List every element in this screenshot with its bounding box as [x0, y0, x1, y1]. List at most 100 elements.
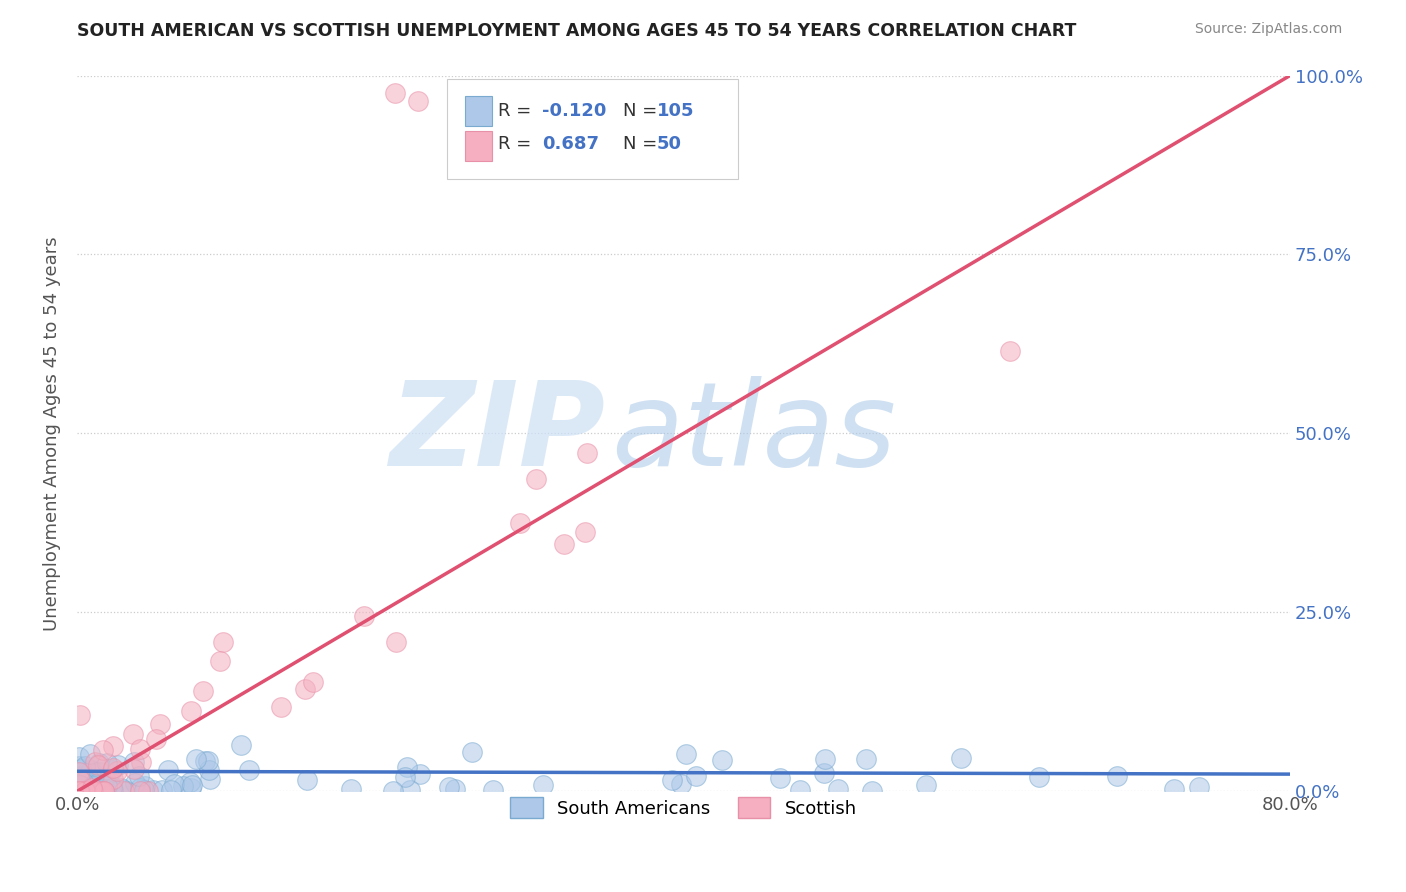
Point — [172, 780, 194, 794]
Point — [79, 783, 101, 797]
Point — [159, 782, 181, 797]
Point — [67, 758, 90, 772]
Point — [79, 776, 101, 790]
Point — [122, 762, 145, 776]
Point — [148, 716, 170, 731]
Point — [197, 754, 219, 768]
Point — [67, 783, 90, 797]
Point — [193, 684, 215, 698]
Point — [67, 783, 90, 797]
Point — [1163, 781, 1185, 796]
Point — [179, 775, 201, 789]
Point — [82, 783, 104, 797]
Point — [69, 772, 91, 787]
Point — [574, 525, 596, 540]
Point — [79, 747, 101, 762]
Point — [84, 755, 107, 769]
Point — [96, 756, 118, 770]
Point — [93, 777, 115, 791]
Point — [112, 782, 135, 797]
Point — [789, 782, 811, 797]
Point — [107, 764, 129, 778]
Point — [509, 516, 531, 530]
Point — [73, 780, 96, 794]
Point — [107, 757, 129, 772]
Point — [409, 767, 432, 781]
Point — [129, 755, 152, 769]
Point — [186, 751, 208, 765]
Point — [80, 777, 103, 791]
Point — [67, 750, 90, 764]
Point — [124, 775, 146, 789]
Point — [180, 704, 202, 718]
Point — [69, 783, 91, 797]
Point — [94, 781, 117, 796]
Point — [575, 446, 598, 460]
Point — [75, 759, 97, 773]
Point — [340, 781, 363, 796]
Text: Source: ZipAtlas.com: Source: ZipAtlas.com — [1195, 22, 1343, 37]
Point — [180, 781, 202, 796]
Point — [136, 783, 159, 797]
Point — [132, 782, 155, 797]
Point — [685, 769, 707, 783]
Point — [67, 765, 90, 780]
Point — [73, 783, 96, 797]
Point — [91, 743, 114, 757]
Legend: South Americans, Scottish: South Americans, Scottish — [503, 790, 863, 825]
Point — [93, 783, 115, 797]
Point — [101, 772, 124, 787]
Point — [998, 344, 1021, 359]
Point — [1105, 769, 1128, 783]
Point — [83, 773, 105, 788]
Point — [198, 763, 221, 777]
Point — [96, 779, 118, 793]
Point — [238, 763, 260, 777]
Y-axis label: Unemployment Among Ages 45 to 54 years: Unemployment Among Ages 45 to 54 years — [44, 236, 60, 631]
Point — [860, 783, 883, 797]
Point — [231, 739, 253, 753]
Point — [87, 783, 110, 797]
Point — [396, 760, 419, 774]
Point — [553, 537, 575, 551]
Point — [482, 783, 505, 797]
Point — [437, 780, 460, 794]
Point — [294, 681, 316, 696]
Point — [84, 777, 107, 791]
Point — [142, 783, 165, 797]
Point — [83, 779, 105, 793]
Point — [89, 765, 111, 780]
Point — [73, 771, 96, 785]
Point — [302, 674, 325, 689]
Point — [79, 765, 101, 780]
Point — [813, 765, 835, 780]
Point — [827, 781, 849, 796]
Text: R =: R = — [498, 102, 531, 120]
Point — [814, 752, 837, 766]
Point — [100, 763, 122, 777]
Point — [67, 782, 90, 797]
Point — [526, 472, 548, 486]
Point — [461, 745, 484, 759]
Point — [82, 783, 104, 797]
Point — [70, 780, 93, 794]
Point — [86, 757, 108, 772]
Point — [69, 779, 91, 793]
Point — [75, 783, 97, 797]
Text: -0.120: -0.120 — [541, 102, 606, 120]
Point — [112, 783, 135, 797]
Point — [122, 755, 145, 769]
Point — [75, 774, 97, 789]
Point — [914, 778, 936, 792]
Bar — [465, 95, 492, 126]
Text: N =: N = — [623, 135, 657, 153]
Text: 50: 50 — [657, 135, 682, 153]
Bar — [465, 131, 492, 161]
Point — [211, 635, 233, 649]
Point — [101, 761, 124, 775]
Point — [91, 782, 114, 797]
Point — [121, 727, 143, 741]
Point — [855, 752, 877, 766]
Point — [72, 767, 94, 781]
Point — [80, 764, 103, 778]
